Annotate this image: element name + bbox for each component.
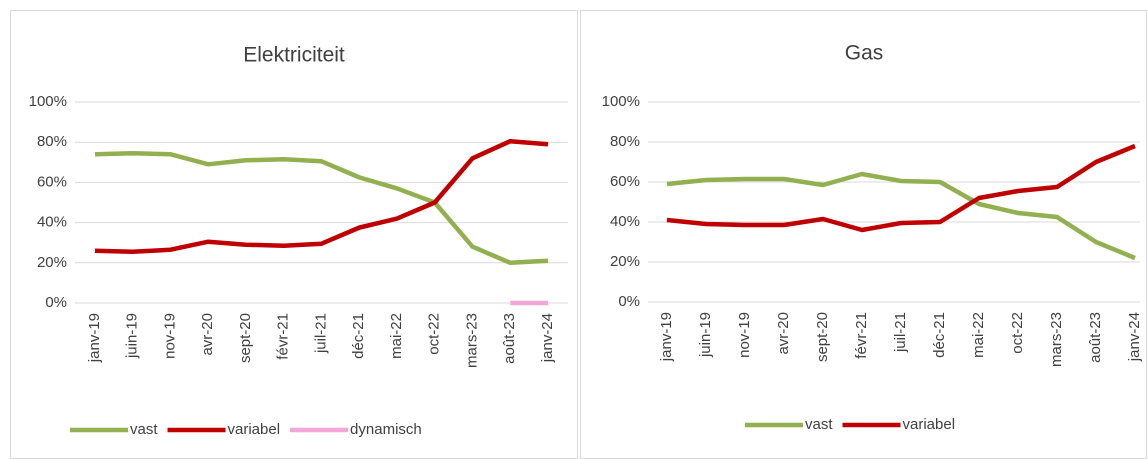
x-tick-label: mars-23 xyxy=(463,313,480,368)
x-tick-label: juil-21 xyxy=(892,312,909,353)
y-tick-label: 0% xyxy=(618,293,640,310)
x-tick-label: mai-22 xyxy=(388,313,405,359)
x-tick-label: août-23 xyxy=(1087,312,1104,363)
x-tick-label: déc-21 xyxy=(350,313,367,359)
y-tick-label: 80% xyxy=(37,133,67,150)
panel-frame xyxy=(580,10,1147,459)
y-tick-label: 60% xyxy=(610,173,640,190)
y-tick-label: 100% xyxy=(29,93,67,110)
x-tick-label: janv-24 xyxy=(1126,312,1143,362)
line-series xyxy=(666,171,1136,261)
x-tick-label: juin-19 xyxy=(124,313,141,359)
y-tick-label: 60% xyxy=(37,173,67,190)
line-series xyxy=(94,138,549,254)
x-tick-label: févr-21 xyxy=(853,312,870,359)
legend-label: vast xyxy=(130,421,158,438)
x-tick-label: oct-22 xyxy=(426,313,443,355)
y-tick-label: 100% xyxy=(602,93,640,110)
y-tick-label: 20% xyxy=(610,253,640,270)
x-tick-label: janv-19 xyxy=(658,312,675,362)
y-tick-label: 80% xyxy=(610,133,640,150)
y-tick-label: 40% xyxy=(610,213,640,230)
panel-frame xyxy=(10,10,578,459)
y-tick-label: 40% xyxy=(37,214,67,231)
legend-label: variabel xyxy=(903,416,956,433)
x-tick-label: nov-19 xyxy=(161,313,178,359)
legend-label: variabel xyxy=(228,421,281,438)
x-tick-label: déc-21 xyxy=(931,312,948,358)
chart-title: Gas xyxy=(845,42,884,65)
x-tick-label: avr-20 xyxy=(775,312,792,355)
x-tick-label: août-23 xyxy=(501,313,518,364)
line-series xyxy=(666,143,1136,233)
chart-title: Elektriciteit xyxy=(243,44,345,67)
x-tick-label: mai-22 xyxy=(970,312,987,358)
legend-label: vast xyxy=(805,416,833,433)
x-tick-label: nov-19 xyxy=(736,312,753,358)
x-tick-label: févr-21 xyxy=(275,313,292,360)
y-tick-label: 0% xyxy=(45,294,67,311)
x-tick-label: oct-22 xyxy=(1009,312,1026,354)
x-tick-label: juin-19 xyxy=(697,312,714,358)
legend-label: dynamisch xyxy=(350,421,422,438)
line-series xyxy=(94,151,549,266)
x-tick-label: mars-23 xyxy=(1048,312,1065,367)
x-tick-label: janv-19 xyxy=(86,313,103,363)
y-tick-label: 20% xyxy=(37,254,67,271)
x-tick-label: juil-21 xyxy=(312,313,329,354)
x-tick-label: sept-20 xyxy=(237,313,254,363)
x-tick-label: avr-20 xyxy=(199,313,216,356)
x-tick-label: janv-24 xyxy=(539,313,556,363)
x-tick-label: sept-20 xyxy=(814,312,831,362)
